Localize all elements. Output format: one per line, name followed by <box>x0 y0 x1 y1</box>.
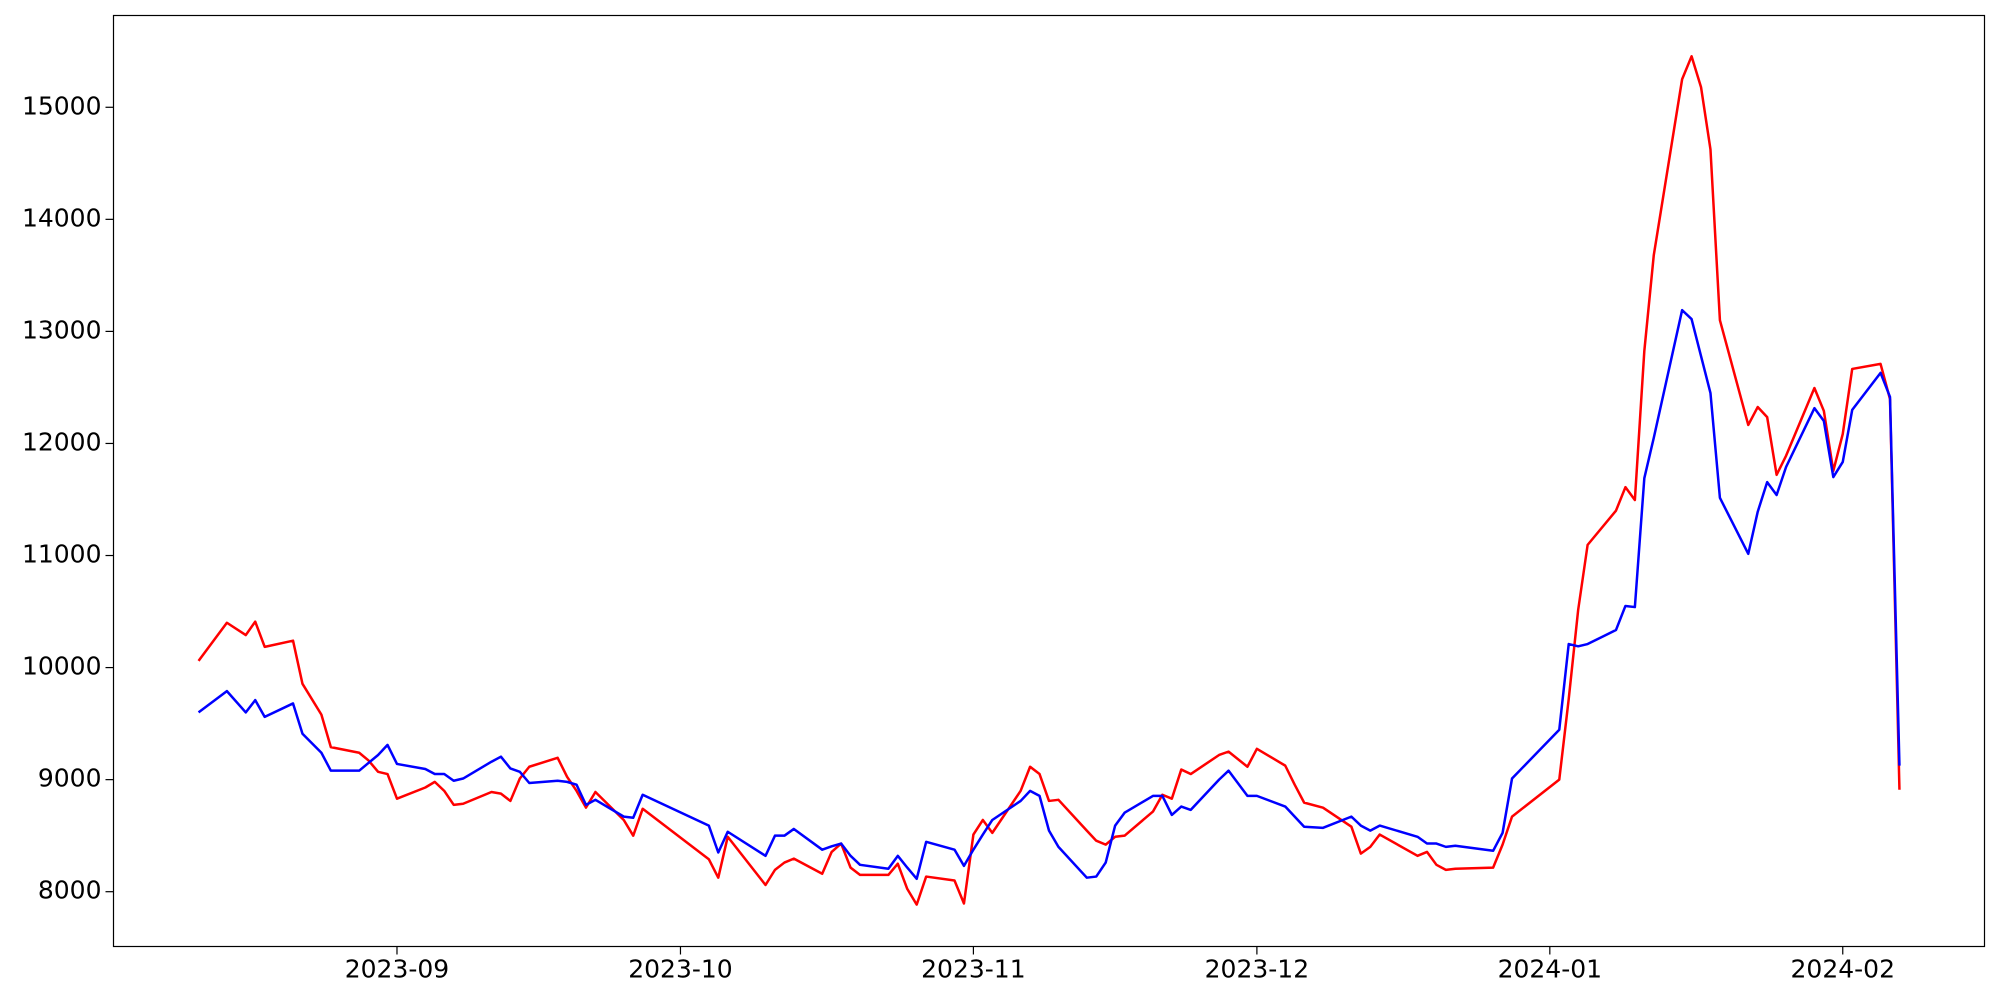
x-tick-label: 2023-12 <box>1205 955 1309 984</box>
y-tick-label: 13000 <box>22 315 102 344</box>
x-tick-label: 2024-02 <box>1791 955 1895 984</box>
y-tick-label: 9000 <box>38 764 102 793</box>
y-tick-label: 10000 <box>22 652 102 681</box>
y-tick-label: 8000 <box>38 876 102 905</box>
y-tick-label: 11000 <box>22 540 102 569</box>
y-tick-label: 14000 <box>22 203 102 232</box>
x-tick-label: 2023-10 <box>628 955 732 984</box>
series-line <box>197 55 1901 906</box>
x-tick-label: 2024-01 <box>1498 955 1602 984</box>
y-tick-label: 12000 <box>22 427 102 456</box>
x-tick-label: 2023-09 <box>345 955 449 984</box>
x-tick-label: 2023-11 <box>921 955 1025 984</box>
plot-frame <box>112 14 1986 948</box>
series-line <box>197 308 1901 881</box>
y-tick-label: 15000 <box>22 91 102 120</box>
